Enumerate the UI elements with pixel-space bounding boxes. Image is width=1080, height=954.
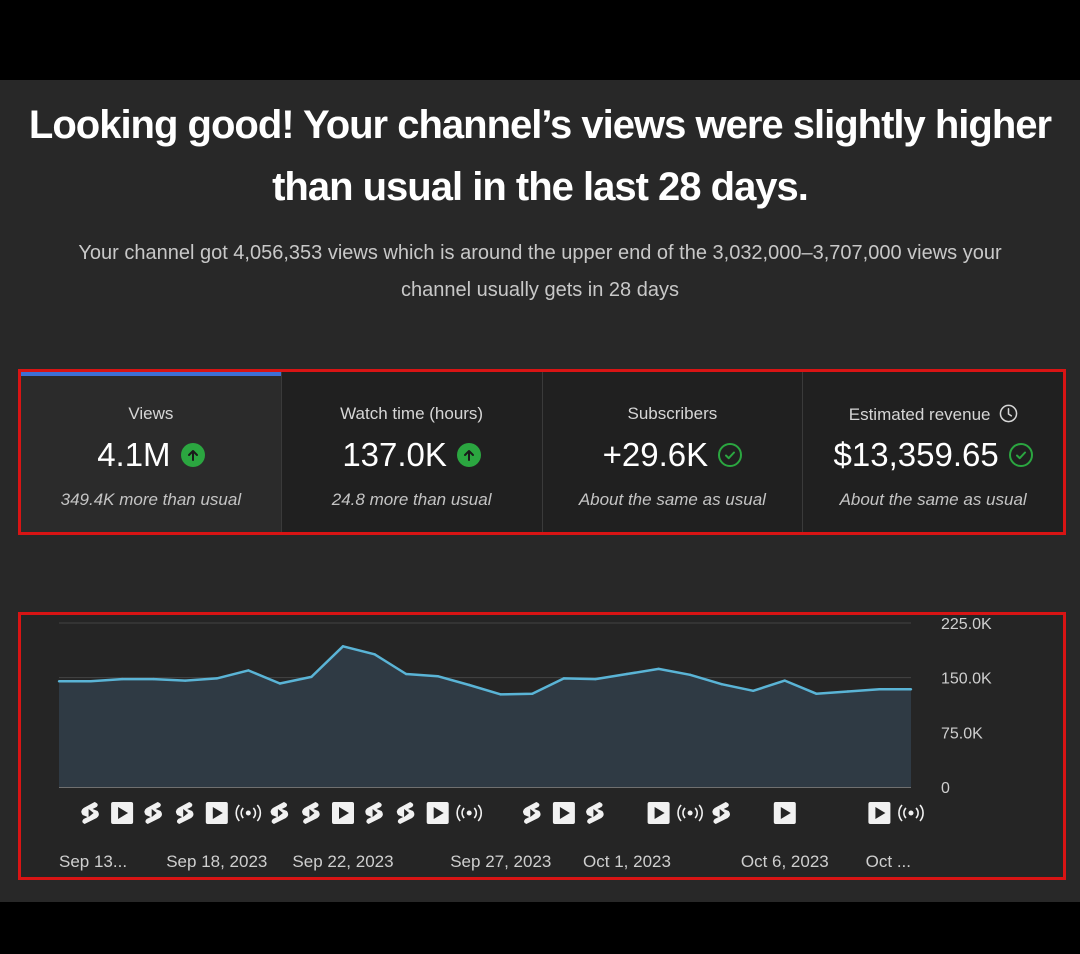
metric-label: Estimated revenue (848, 405, 991, 424)
data-point (120, 677, 124, 681)
metric-value: 137.0K (342, 436, 447, 473)
shorts-upload-icon (175, 802, 194, 824)
data-point (657, 667, 660, 671)
metric-label: Views (128, 404, 174, 423)
x-tick-label: Oct 1, 2023 (583, 852, 671, 871)
data-point (846, 690, 850, 693)
data-point (310, 675, 313, 679)
data-point (562, 677, 566, 680)
views-area (59, 646, 911, 787)
y-tick-label: 150.0K (941, 671, 992, 688)
data-point (688, 673, 692, 676)
clock-icon (999, 404, 1017, 423)
video-upload-icon (205, 802, 228, 824)
shorts-upload-icon (523, 802, 541, 824)
metric-value-row: +29.6K (543, 436, 803, 474)
metric-cards: Views 4.1M 349.4K more than usual Watch … (18, 369, 1066, 535)
metric-value-row: 4.1M (21, 436, 281, 474)
metric-card-revenue[interactable]: Estimated revenue $13,359.65 About the s… (803, 372, 1063, 532)
metric-note: About the same as usual (578, 490, 766, 509)
live-upload-icon (235, 804, 262, 822)
data-point (341, 645, 345, 648)
metric-card-views[interactable]: Views 4.1M 349.4K more than usual (21, 372, 282, 532)
summary-line-2: channel usually gets in 28 days (401, 279, 679, 301)
y-tick-label: 225.0K (941, 616, 992, 633)
x-tick-label: Oct 6, 2023 (741, 852, 829, 871)
video-upload-icon (647, 802, 670, 824)
insight-summary: Your channel got 4,056,353 views which i… (10, 235, 1070, 309)
metric-card-subscribers[interactable]: Subscribers +29.6K About the same as usu… (542, 372, 804, 532)
data-point (720, 683, 723, 686)
metric-label: Subscribers (627, 404, 718, 423)
metric-value-row: $13,359.65 (803, 436, 1063, 474)
shorts-upload-icon (365, 802, 383, 824)
shorts-upload-icon (586, 802, 604, 824)
data-point (531, 692, 534, 695)
video-upload-icon (868, 802, 891, 824)
live-upload-icon (456, 804, 482, 822)
insight-headline: Looking good! Your channel’s views were … (0, 94, 1080, 218)
x-tick-label: Sep 18, 2023 (166, 852, 267, 871)
y-tick-label: 75.0K (941, 725, 983, 742)
data-point (247, 669, 250, 672)
data-point (468, 683, 471, 687)
metric-value: 4.1M (97, 436, 171, 473)
video-upload-icon (332, 802, 354, 824)
data-point (184, 679, 187, 682)
data-point (89, 680, 92, 683)
data-point (57, 680, 61, 683)
data-point (594, 677, 597, 681)
data-point (278, 682, 282, 685)
check-circle-icon (718, 443, 743, 467)
metric-value: +29.6K (602, 436, 709, 473)
data-point (215, 677, 218, 680)
views-chart[interactable]: 225.0K 150.0K 75.0K 0 Sep 13... Sep 18, 2023 S… (18, 612, 1066, 880)
data-point (909, 688, 913, 691)
x-tick-label: Sep 22, 2023 (292, 852, 393, 871)
insight-panel: Looking good! Your channel’s views were … (0, 80, 1080, 902)
metric-card-watch-time[interactable]: Watch time (hours) 137.0K 24.8 more than… (281, 372, 543, 532)
summary-line-1: Your channel got 4,056,353 views which i… (78, 242, 1002, 264)
data-point (878, 688, 881, 691)
x-tick-label: Oct ... (866, 852, 911, 871)
data-point (625, 672, 629, 676)
data-point (152, 677, 155, 681)
shorts-upload-icon (144, 802, 162, 824)
metric-label-row: Estimated revenue (803, 404, 1063, 425)
shorts-upload-icon (81, 802, 99, 824)
check-circle-icon (1008, 443, 1033, 467)
shorts-upload-icon (270, 802, 289, 824)
data-point (373, 653, 376, 656)
metric-note: 24.8 more than usual (331, 490, 492, 509)
data-point (404, 672, 408, 676)
live-upload-icon (677, 804, 703, 822)
metric-label: Watch time (hours) (340, 404, 484, 423)
data-point (783, 679, 786, 682)
headline-line-2: than usual in the last 28 days. (272, 165, 809, 209)
metric-note: 349.4K more than usual (60, 490, 242, 509)
arrow-up-icon (180, 443, 205, 467)
data-point (499, 693, 502, 696)
views-chart-svg: 225.0K 150.0K 75.0K 0 Sep 13... Sep 18, 2023 S… (57, 616, 992, 871)
x-tick-label: Sep 13... (59, 852, 127, 871)
arrow-up-icon (456, 443, 481, 467)
data-point (752, 689, 755, 692)
data-point (436, 675, 439, 678)
shorts-upload-icon (396, 802, 415, 824)
video-upload-icon (552, 802, 575, 824)
video-upload-icon (111, 802, 134, 824)
metric-value: $13,359.65 (833, 436, 999, 473)
video-upload-icon (426, 802, 449, 824)
video-upload-icon (773, 802, 796, 824)
live-upload-icon (898, 804, 924, 822)
metric-value-row: 137.0K (282, 436, 542, 474)
shorts-upload-icon (302, 802, 320, 824)
metric-note: About the same as usual (839, 490, 1027, 509)
views-line (59, 645, 911, 696)
headline-line-1: Looking good! Your channel’s views were … (28, 103, 1052, 147)
data-point (815, 692, 818, 695)
y-tick-label: 0 (941, 780, 950, 797)
x-tick-label: Sep 27, 2023 (450, 852, 551, 871)
shorts-upload-icon (712, 802, 730, 824)
